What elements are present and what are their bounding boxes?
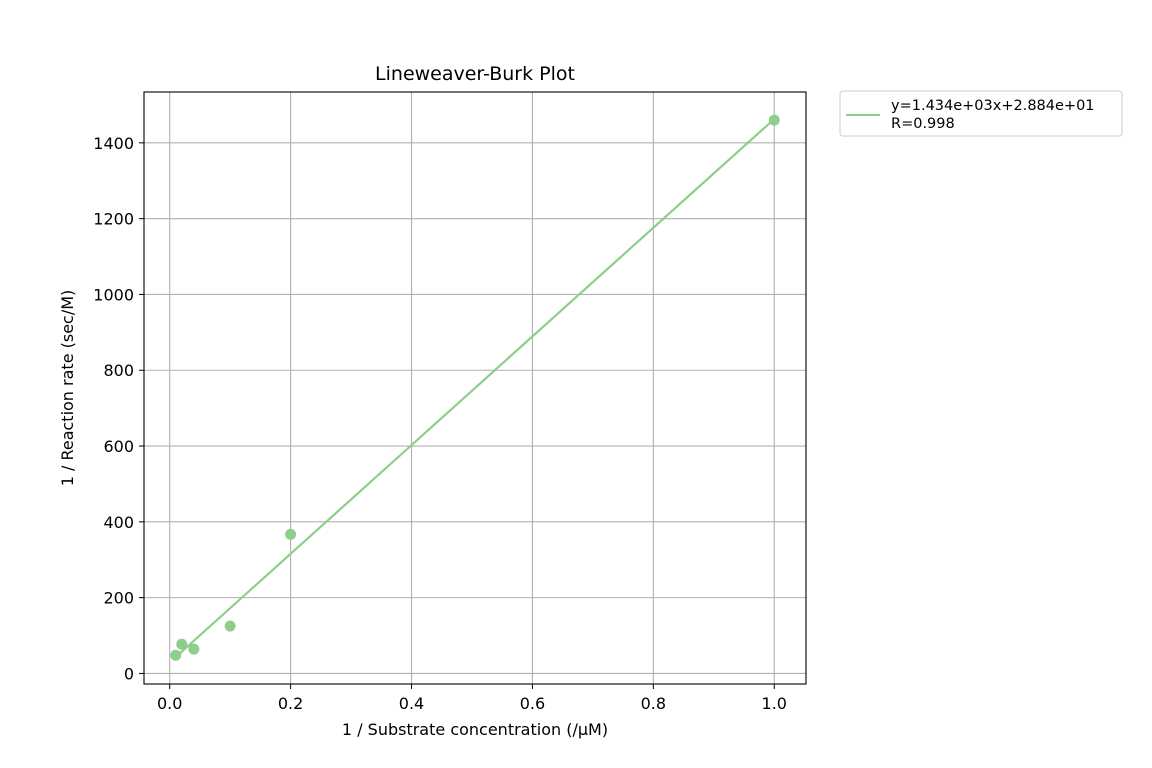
data-point: [768, 114, 780, 126]
legend-box: [839, 90, 1123, 137]
x-tick-label: 0.8: [641, 694, 666, 713]
data-point: [170, 649, 182, 661]
x-tick-label: 0.2: [278, 694, 303, 713]
x-axis-label: 1 / Substrate concentration (/µM): [342, 720, 608, 739]
y-axis-label: 1 / Reaction rate (sec/M): [58, 290, 77, 487]
y-tick-label: 1400: [93, 134, 134, 153]
data-point: [176, 638, 188, 650]
x-tick-label: 0.6: [520, 694, 545, 713]
fit-line-group: [175, 118, 775, 658]
data-points: [170, 114, 780, 661]
y-tick-label: 400: [103, 513, 134, 532]
grid: [144, 92, 806, 684]
y-tick-label: 800: [103, 361, 134, 380]
data-point: [188, 643, 200, 655]
y-tick-label: 200: [103, 589, 134, 608]
y-tick-label: 600: [103, 437, 134, 456]
legend-entry-equation: y=1.434e+03x+2.884e+01: [891, 98, 1095, 114]
x-axis-ticks: 0.0 0.2 0.4 0.6 0.8 1.0: [157, 684, 787, 713]
fit-line: [175, 118, 775, 658]
x-tick-label: 0.4: [399, 694, 424, 713]
plot-frame: [143, 91, 807, 685]
chart-title: Lineweaver-Burk Plot: [375, 63, 575, 85]
y-tick-label: 1000: [93, 285, 134, 304]
data-point: [224, 620, 236, 632]
x-tick-label: 1.0: [762, 694, 787, 713]
legend: y=1.434e+03x+2.884e+01 R=0.998: [839, 90, 1123, 137]
data-point: [285, 528, 297, 540]
x-tick-label: 0.0: [157, 694, 182, 713]
legend-entry-r: R=0.998: [891, 116, 955, 132]
y-axis-ticks: 0 200 400 600 800 1000 1200 1400: [93, 134, 144, 683]
y-tick-label: 1200: [93, 210, 134, 229]
y-tick-label: 0: [124, 664, 134, 683]
